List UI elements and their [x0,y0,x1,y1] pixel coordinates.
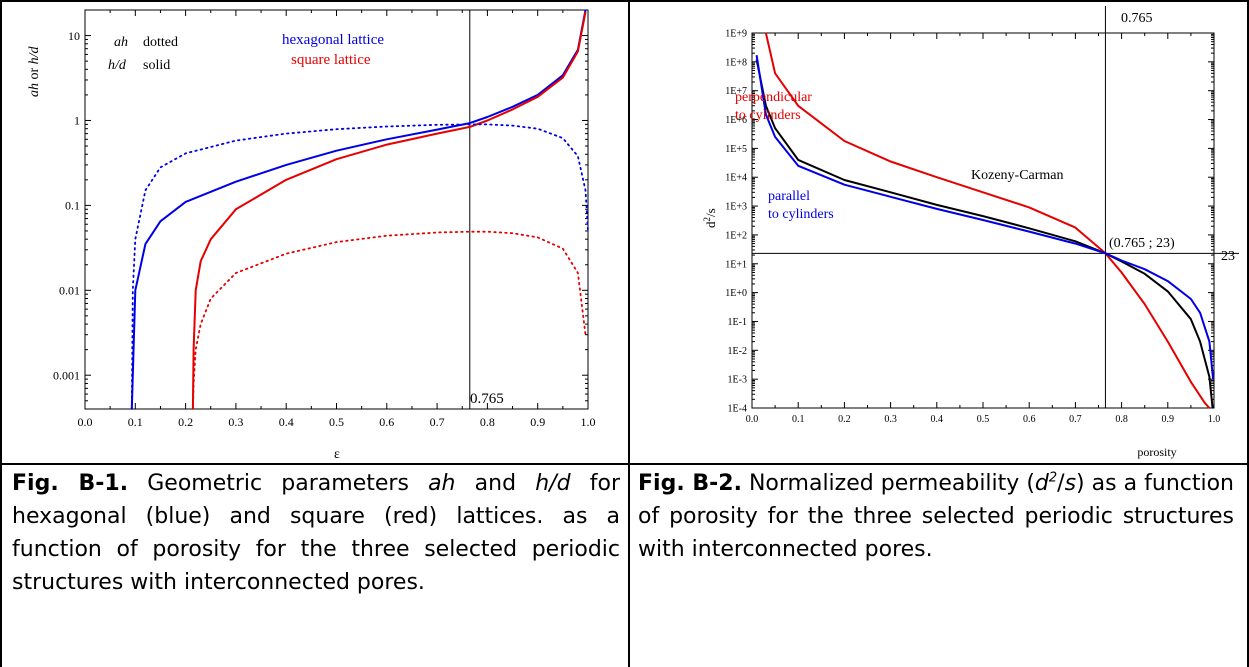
f2-x-tick-label: 0.5 [977,414,990,425]
f1-x-tick-label: 0.2 [178,415,193,429]
f1-x-tick-label: 0.4 [279,415,294,429]
f1-y-tick-label: 0.001 [53,368,80,382]
fig2-label-parallel-2: to cylinders [768,207,834,222]
f1-x-tick-label: 0.7 [430,415,445,429]
fig2-label-parallel-1: parallel [768,189,810,204]
f2-x-tick-label: 0.9 [1162,414,1175,425]
fig1-vline-label: 0.765 [470,391,504,407]
f1-y-tick-label: 1 [74,114,80,128]
f2-y-tick-label: 1E+7 [725,86,747,97]
f2-series-perpendicular-to-cylinders [764,32,1211,409]
f2-x-tick-label: 1.0 [1208,414,1221,425]
f1-y-tick-label: 10 [68,29,80,43]
fig1-y-axis-label: ah or h/d [27,45,42,97]
f2-y-tick-label: 1E+0 [725,288,747,299]
fig2-axes: 0.0 0.1 0.2 0.3 0.4 0.5 0.6 0.7 0.8 0.9 1.0 1E-4 1E-… [725,6,1239,425]
f2-x-tick-label: 0.6 [1023,414,1035,425]
f2-x-tick-label: 0.0 [746,414,759,425]
fig1-legend-square: square lattice [291,52,371,68]
table-border-row [0,463,1249,465]
f1-x-tick-label: 0.5 [329,415,344,429]
f2-y-tick-label: 1E+1 [725,259,747,270]
fig2-label-kozeny-carman: Kozeny-Carman [971,168,1064,183]
table-border-middle [628,0,630,667]
f1-y-tick-label: 0.01 [59,283,80,297]
fig2-right-hline-label: 23 [1221,249,1235,264]
f2-x-tick-label: 0.2 [838,414,851,425]
fig2-label-perpendicular-1: perpendicular [735,90,812,105]
f2-y-tick-label: 1E+2 [725,230,747,241]
f1-x-tick-label: 0.3 [228,415,243,429]
fig1-x-axis-label: ε [334,447,340,462]
f1-x-tick-label: 0.0 [78,415,93,429]
f2-y-tick-label: 1E-4 [728,404,747,415]
f1-series-hexagonal-lattice-solid [130,9,587,410]
f2-x-tick-label: 0.3 [884,414,897,425]
fig1-axes: 0.0 0.1 0.2 0.3 0.4 0.5 0.6 0.7 0.8 0.9 1.0 0.001 0.… [53,9,596,429]
f1-x-tick-label: 0.8 [480,415,495,429]
f2-series-kozeny-carman [755,59,1214,409]
f2-y-tick-label: 1E-3 [728,375,747,386]
table-border-right [1247,0,1249,667]
f2-y-tick-label: 1E+9 [725,29,747,40]
fig1-series [130,9,589,410]
f2-y-tick-label: 1E-1 [728,317,747,328]
f2-x-tick-label: 0.7 [1069,414,1082,425]
f1-x-tick-label: 0.1 [128,415,143,429]
fig2-x-axis-label: porosity [1137,445,1176,459]
fig1-caption: Fig. B-1. Geometric parameters ah and h/… [12,471,620,595]
f1-series-square-lattice-dotted [191,230,587,410]
fig1-legend-hd: h/d [108,58,127,73]
f2-x-tick-label: 0.8 [1115,414,1128,425]
fig2-label-perpendicular-2: to cylinders [735,108,801,123]
f1-x-tick-label: 0.9 [530,415,545,429]
f2-x-tick-label: 0.1 [792,414,805,425]
f1-y-tick-label: 0.1 [65,199,80,213]
fig2-caption: Fig. B-2. Normalized permeability (d2/s)… [638,470,1234,562]
f1-x-tick-label: 1.0 [581,415,596,429]
fig1-legend-ah: ah [114,35,128,50]
fig1-chart: 0.0 0.1 0.2 0.3 0.4 0.5 0.6 0.7 0.8 0.9 1.0 0.001 0.… [27,9,596,462]
table-border-top [0,0,1249,2]
f2-y-tick-label: 1E+5 [725,144,747,155]
f1-x-tick-label: 0.6 [379,415,394,429]
fig1-legend-hexagonal: hexagonal lattice [282,32,384,48]
f2-y-tick-label: 1E+8 [725,57,747,68]
fig2-y-axis-label: d2/s [702,208,718,228]
fig1-legend-hd-style: solid [143,58,170,73]
f2-series-parallel-to-cylinders [755,55,1215,380]
f2-y-tick-label: 1E-2 [728,346,747,357]
fig2-series [755,32,1215,409]
f1-series-square-lattice-solid [191,11,587,410]
fig1-legend-ah-style: dotted [143,35,178,50]
f2-y-tick-label: 1E+4 [725,173,747,184]
f2-y-tick-label: 1E+3 [725,202,747,213]
fig2-chart: 0.0 0.1 0.2 0.3 0.4 0.5 0.6 0.7 0.8 0.9 1.0 1E-4 1E-… [702,6,1239,459]
table-border-left [0,0,2,667]
fig2-point-label: (0.765 ; 23) [1109,236,1175,251]
f1-series-hexagonal-lattice-dotted [130,123,589,410]
f2-y-tick-label: 1E+6 [725,115,747,126]
fig2-top-vline-label: 0.765 [1121,11,1153,26]
f2-x-tick-label: 0.4 [931,414,944,425]
